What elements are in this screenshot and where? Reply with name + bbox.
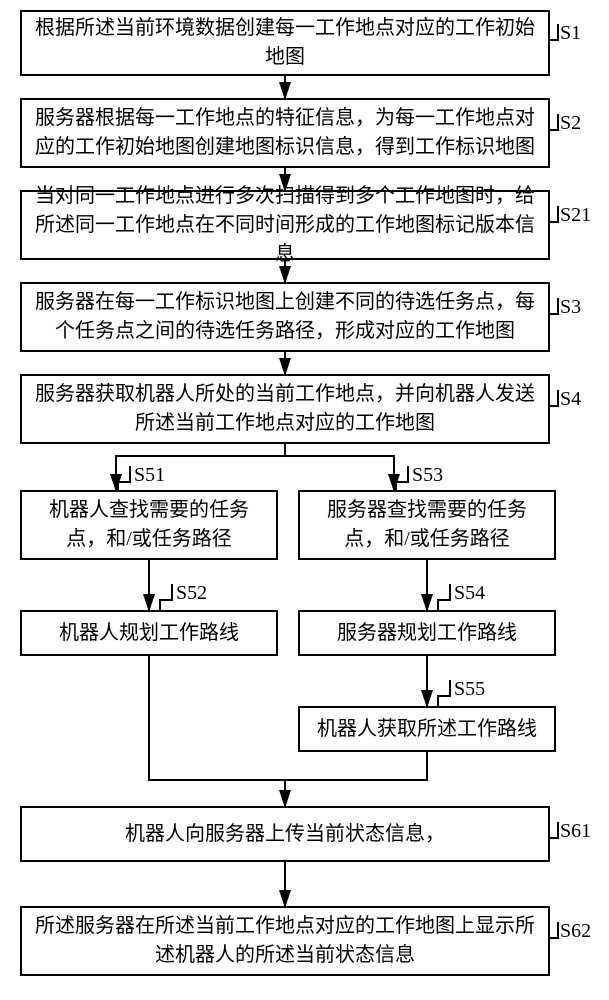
step-s2: 服务器根据每一工作地点的特征信息，为每一工作地点对应的工作初始地图创建地图标识信… (20, 98, 550, 168)
step-s53-text: 服务器查找需要的任务点，和/或任务路径 (310, 496, 544, 554)
label-s52: S52 (176, 582, 207, 605)
step-s62: 所述服务器在所述当前工作地点对应的工作地图上显示所述机器人的所述当前状态信息 (20, 906, 550, 976)
flowchart-canvas: 根据所述当前环境数据创建每一工作地点对应的工作初始地图 服务器根据每一工作地点的… (0, 0, 609, 1000)
step-s52: 机器人规划工作路线 (20, 610, 278, 656)
step-s62-text: 所述服务器在所述当前工作地点对应的工作地图上显示所述机器人的所述当前状态信息 (32, 912, 538, 970)
label-s55: S55 (454, 678, 485, 701)
step-s55: 机器人获取所述工作路线 (298, 706, 556, 752)
label-s62: S62 (560, 920, 591, 943)
step-s51: 机器人查找需要的任务点，和/或任务路径 (20, 490, 278, 560)
label-s2: S2 (560, 112, 581, 135)
label-s3: S3 (560, 296, 581, 319)
step-s1: 根据所述当前环境数据创建每一工作地点对应的工作初始地图 (20, 10, 550, 76)
label-s53: S53 (412, 464, 443, 487)
step-s51-text: 机器人查找需要的任务点，和/或任务路径 (32, 496, 266, 554)
step-s2-text: 服务器根据每一工作地点的特征信息，为每一工作地点对应的工作初始地图创建地图标识信… (32, 104, 538, 162)
step-s61: 机器人向服务器上传当前状态信息， (20, 806, 550, 862)
step-s21-text: 当对同一工作地点进行多次扫描得到多个工作地图时，给所述同一工作地点在不同时间形成… (32, 182, 538, 269)
step-s55-text: 机器人获取所述工作路线 (317, 715, 537, 744)
step-s3: 服务器在每一工作标识地图上创建不同的待选任务点，每个任务点之间的待选任务路径，形… (20, 282, 550, 352)
label-s4: S4 (560, 388, 581, 411)
step-s4: 服务器获取机器人所处的当前工作地点，并向机器人发送所述当前工作地点对应的工作地图 (20, 374, 550, 444)
step-s1-text: 根据所述当前环境数据创建每一工作地点对应的工作初始地图 (32, 14, 538, 72)
step-s54-text: 服务器规划工作路线 (337, 619, 517, 648)
label-s51: S51 (134, 464, 165, 487)
step-s61-text: 机器人向服务器上传当前状态信息， (125, 820, 445, 849)
label-s1: S1 (560, 22, 581, 45)
label-s61: S61 (560, 820, 591, 843)
step-s21: 当对同一工作地点进行多次扫描得到多个工作地图时，给所述同一工作地点在不同时间形成… (20, 190, 550, 260)
step-s53: 服务器查找需要的任务点，和/或任务路径 (298, 490, 556, 560)
step-s52-text: 机器人规划工作路线 (59, 619, 239, 648)
step-s3-text: 服务器在每一工作标识地图上创建不同的待选任务点，每个任务点之间的待选任务路径，形… (32, 288, 538, 346)
label-s21: S21 (560, 204, 591, 227)
step-s4-text: 服务器获取机器人所处的当前工作地点，并向机器人发送所述当前工作地点对应的工作地图 (32, 380, 538, 438)
step-s54: 服务器规划工作路线 (298, 610, 556, 656)
label-s54: S54 (454, 582, 485, 605)
